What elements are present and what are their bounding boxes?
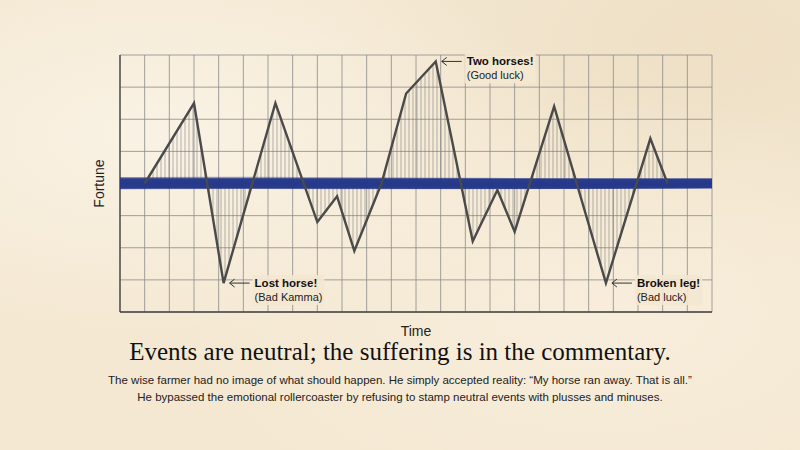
- x-axis: [120, 311, 712, 312]
- chart-root: Fortune Time Two horses! (Good luck) Lost ho…: [0, 0, 800, 450]
- annotations: Two horses! (Good luck) Lost horse! (Bad Ka…: [230, 53, 703, 305]
- fortune-line: [145, 61, 668, 283]
- grid-line-y: [120, 312, 712, 313]
- annotation-bg: [635, 275, 702, 305]
- annotation-note: (Good luck): [467, 69, 524, 81]
- annotation-text: Two horses!: [467, 55, 534, 67]
- fortune-area: [145, 61, 668, 283]
- annotation-bg: [253, 275, 325, 305]
- annotation-arrowhead: [230, 279, 235, 287]
- x-axis-title: Time: [401, 323, 432, 339]
- annotation-arrowhead: [612, 279, 617, 287]
- title: Events are neutral; the suffering is in …: [129, 338, 671, 365]
- annotation-arrowhead: [442, 57, 447, 65]
- annotation-note: (Bad luck): [637, 291, 687, 303]
- subtitle-line: He bypassed the emotional rollercoaster …: [137, 391, 662, 403]
- annotation-bg: [465, 53, 536, 83]
- annotation-text: Lost horse!: [255, 277, 318, 289]
- annotation-arrow: [230, 283, 250, 284]
- annotation-arrow: [612, 283, 632, 284]
- plot-data: [120, 61, 712, 283]
- annotation-text: Broken leg!: [637, 277, 700, 289]
- grid-line-y: [120, 247, 712, 248]
- grid-line-y: [120, 55, 712, 56]
- subtitle-line: The wise farmer had no image of what sho…: [108, 374, 692, 386]
- y-axis-title: Fortune: [91, 159, 107, 207]
- grid: [120, 55, 712, 312]
- annotation-note: (Bad Kamma): [255, 291, 323, 303]
- grid-line-y: [120, 279, 712, 280]
- annotation-arrow: [442, 61, 462, 62]
